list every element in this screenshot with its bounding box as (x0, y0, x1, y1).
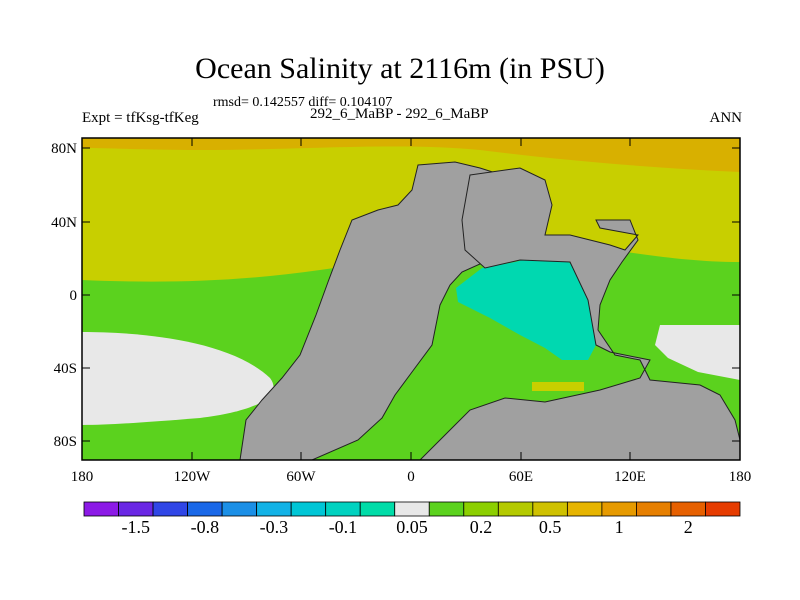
colorbar-labels: -1.5 -0.8 -0.3 -0.1 0.05 0.2 0.5 1 2 (122, 517, 693, 537)
colorbar-swatch (636, 501, 672, 517)
colorbar-swatch (325, 501, 361, 517)
lon-tick-0: 0 (407, 469, 415, 485)
colorbar-label: -0.8 (191, 517, 220, 537)
landmass-east (312, 167, 741, 461)
lat-tick-40n: 40N (51, 215, 77, 231)
longitude-axis (191, 138, 631, 460)
rmsd-diff-stats: rmsd= 0.142557 diff= 0.104107 (213, 95, 393, 110)
colorbar-swatch (394, 501, 430, 517)
colorbar-label: -1.5 (122, 517, 151, 537)
colorbar-swatch (152, 501, 188, 517)
lon-tick-60e: 60E (509, 469, 533, 485)
lon-tick-120w: 120W (174, 469, 212, 485)
colorbar-swatch (359, 501, 396, 517)
colorbar-label: -0.1 (329, 517, 358, 537)
colorbar-swatch (601, 501, 637, 517)
colorbar-label: 0.5 (539, 517, 562, 537)
colorbar-swatch (463, 501, 499, 517)
lon-tick-180w: 180 (71, 469, 94, 485)
colorbar-swatch (532, 501, 568, 517)
colorbar (83, 501, 741, 517)
colorbar-swatch (256, 501, 292, 517)
lat-tick-80n: 80N (51, 141, 77, 157)
season-label: ANN (709, 110, 743, 126)
colorbar-swatch (187, 501, 223, 517)
region-tethys-basin (456, 255, 596, 360)
latitude-axis (82, 147, 740, 442)
colorbar-swatch (221, 501, 258, 517)
colorbar-swatch (670, 501, 706, 517)
lat-tick-40s: 40S (54, 361, 77, 377)
region-high-latitude-north (82, 138, 740, 172)
colorbar-swatch (566, 501, 603, 517)
lon-tick-120e: 120E (614, 469, 646, 485)
colorbar-label: 2 (684, 517, 693, 537)
colorbar-swatch (497, 501, 534, 517)
colorbar-swatch (290, 501, 327, 517)
lon-tick-60w: 60W (286, 469, 316, 485)
colorbar-label: -0.3 (260, 517, 289, 537)
colorbar-label: 0.2 (470, 517, 493, 537)
colorbar-label: 1 (615, 517, 624, 537)
map-title: Ocean Salinity at 2116m (in PSU) (195, 52, 605, 85)
colorbar-swatch (83, 501, 119, 517)
colorbar-swatch (118, 501, 154, 517)
region-south-cold-zone-east (655, 325, 740, 380)
colorbar-swatch (428, 501, 465, 517)
region-south-cold-zone (82, 332, 274, 425)
lon-tick-180e: 180 (729, 469, 752, 485)
region-yellow-band (532, 382, 584, 391)
colorbar-label: 0.05 (396, 517, 428, 537)
lat-tick-0: 0 (70, 288, 78, 304)
colorbar-swatch (705, 501, 741, 517)
lat-tick-80s: 80S (54, 434, 77, 450)
experiment-label: Expt = tfKsg-tfKeg (82, 110, 199, 126)
land-mask (239, 161, 741, 461)
experiment-subtitle: 292_6_MaBP - 292_6_MaBP (310, 106, 489, 122)
